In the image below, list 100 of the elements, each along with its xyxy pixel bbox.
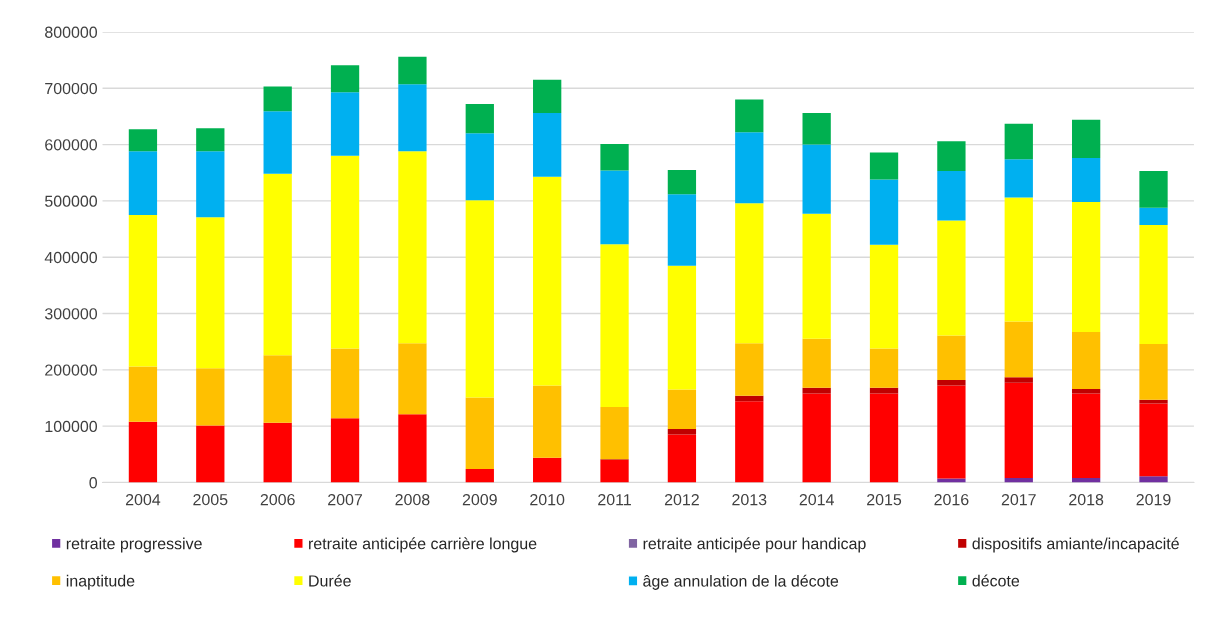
bar bbox=[398, 84, 427, 152]
bar bbox=[330, 418, 360, 483]
x-tick-label: 2018 bbox=[1069, 493, 1104, 506]
bar bbox=[330, 65, 360, 93]
bar bbox=[667, 169, 697, 195]
bar bbox=[1004, 123, 1033, 160]
bar bbox=[196, 217, 225, 369]
x-tick-label: 2009 bbox=[462, 493, 497, 506]
bar bbox=[667, 428, 697, 435]
x-tick-label: 2007 bbox=[328, 493, 363, 506]
bar bbox=[802, 213, 831, 339]
bar bbox=[465, 397, 494, 469]
bar bbox=[330, 155, 360, 349]
x-tick-label: 2010 bbox=[530, 493, 565, 506]
y-tick-label: 100000 bbox=[45, 420, 98, 433]
bar bbox=[1072, 158, 1101, 203]
bar bbox=[128, 151, 158, 215]
bar bbox=[128, 366, 158, 422]
y-tick-label: 600000 bbox=[45, 139, 98, 151]
legend-label: dispositifs amiante/incapacité bbox=[972, 537, 1179, 553]
legend-label: âge annulation de la décote bbox=[643, 574, 839, 590]
bar bbox=[869, 179, 899, 245]
bar bbox=[600, 406, 629, 460]
x-tick-label: 2015 bbox=[867, 493, 902, 506]
bar bbox=[937, 385, 966, 479]
legend-label: retraite anticipée carrière longue bbox=[309, 537, 537, 553]
bar bbox=[398, 56, 427, 85]
y-tick-label: 800000 bbox=[45, 26, 98, 38]
bar bbox=[128, 129, 158, 152]
legend-label: inaptitude bbox=[66, 574, 135, 590]
bar bbox=[667, 265, 697, 390]
bar bbox=[735, 343, 764, 396]
y-tick-label: 400000 bbox=[44, 251, 98, 264]
y-tick-label: 200000 bbox=[45, 364, 98, 376]
bar bbox=[196, 151, 225, 218]
bar bbox=[263, 173, 292, 356]
y-tick-label: 0 bbox=[89, 477, 98, 489]
bar bbox=[1004, 382, 1033, 478]
bar bbox=[1139, 207, 1168, 226]
bar bbox=[735, 132, 764, 204]
bar bbox=[533, 385, 562, 458]
bar bbox=[869, 152, 899, 180]
bar bbox=[196, 425, 225, 483]
x-tick-label: 2006 bbox=[260, 493, 295, 506]
bar bbox=[465, 468, 494, 483]
bar bbox=[600, 459, 629, 483]
bar bbox=[1139, 343, 1168, 400]
bar bbox=[533, 457, 562, 483]
bar bbox=[600, 144, 629, 171]
bar bbox=[465, 133, 494, 201]
x-tick-label: 2019 bbox=[1136, 493, 1171, 506]
legend-label: retraite progressive bbox=[66, 537, 202, 553]
bar bbox=[1004, 159, 1033, 198]
bar bbox=[128, 421, 158, 483]
bar bbox=[600, 244, 629, 407]
y-tick-label: 300000 bbox=[44, 308, 98, 320]
bar bbox=[802, 338, 831, 388]
bar bbox=[533, 176, 562, 386]
bar bbox=[465, 200, 494, 398]
bar bbox=[1072, 332, 1101, 389]
bar bbox=[263, 86, 292, 112]
bar bbox=[1139, 476, 1168, 483]
bar bbox=[735, 99, 764, 133]
bar bbox=[398, 151, 427, 344]
bar bbox=[937, 335, 966, 380]
bar bbox=[869, 244, 899, 349]
bar bbox=[802, 113, 831, 145]
bar bbox=[128, 214, 158, 367]
bar bbox=[533, 113, 562, 177]
bar bbox=[869, 393, 899, 483]
bar bbox=[330, 348, 360, 419]
bar bbox=[263, 111, 292, 174]
x-tick-label: 2017 bbox=[1001, 493, 1036, 506]
legend-label: décote bbox=[972, 574, 1020, 587]
bar bbox=[1072, 393, 1101, 478]
bar bbox=[1139, 403, 1168, 477]
bar bbox=[465, 104, 494, 134]
bar bbox=[1139, 171, 1168, 208]
x-tick-label: 2013 bbox=[732, 493, 767, 506]
bar bbox=[1072, 202, 1101, 333]
bar bbox=[533, 79, 562, 114]
x-tick-label: 2016 bbox=[934, 493, 969, 506]
y-tick-label: 500000 bbox=[45, 195, 98, 207]
bar bbox=[600, 170, 629, 245]
x-tick-label: 2011 bbox=[598, 493, 631, 506]
y-tick-label: 700000 bbox=[45, 82, 98, 95]
bar bbox=[1004, 197, 1033, 322]
x-tick-label: 2014 bbox=[799, 493, 834, 506]
bar bbox=[263, 422, 292, 483]
bar bbox=[735, 203, 764, 344]
bar bbox=[1004, 377, 1033, 383]
bar bbox=[667, 194, 697, 266]
bar bbox=[937, 141, 966, 172]
bar bbox=[667, 389, 697, 429]
legend-label: retraite anticipée pour handicap bbox=[643, 537, 866, 553]
bar bbox=[667, 434, 697, 483]
bar bbox=[937, 220, 966, 336]
bar bbox=[1139, 225, 1168, 344]
bar bbox=[398, 343, 427, 415]
bar bbox=[802, 393, 831, 483]
